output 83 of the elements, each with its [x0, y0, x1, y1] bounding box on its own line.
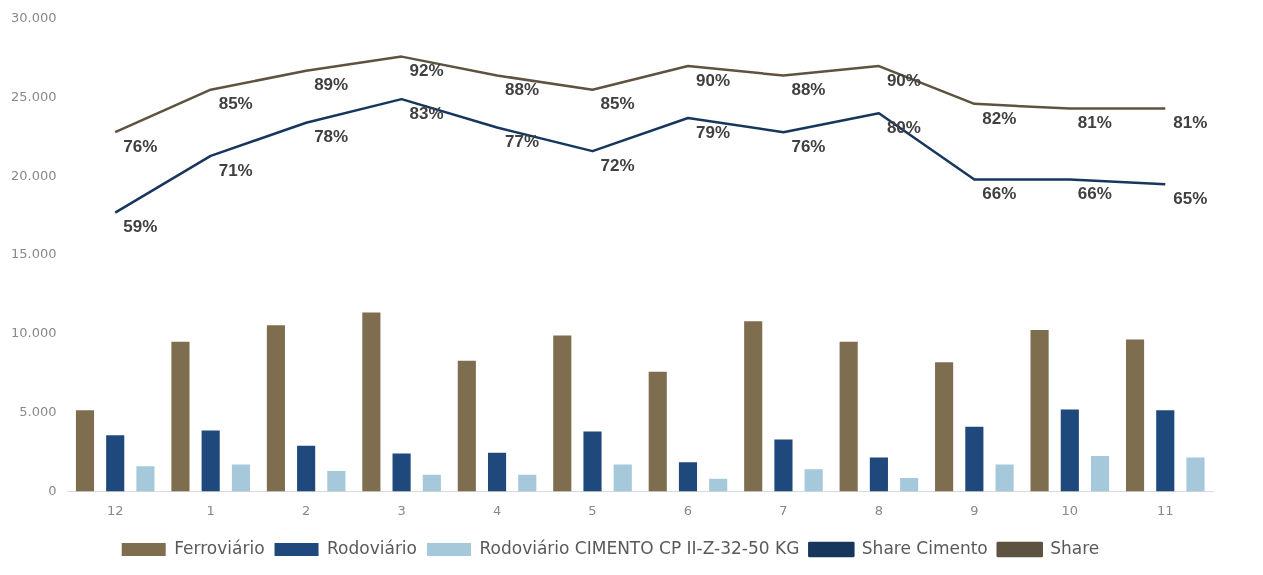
data-label: 77%	[505, 132, 540, 152]
data-label: 82%	[982, 108, 1017, 128]
legend-label: Ferroviário	[174, 537, 265, 558]
bar	[297, 445, 316, 492]
y-tick-label: 15.000	[10, 246, 57, 262]
bar	[327, 470, 346, 492]
bar	[201, 430, 220, 492]
bar	[869, 457, 888, 492]
x-tick-label: 1	[206, 502, 215, 518]
data-label: 59%	[123, 217, 158, 237]
data-label: 79%	[695, 122, 730, 142]
bar	[362, 312, 381, 492]
data-label: 65%	[1173, 188, 1208, 208]
bar	[774, 439, 793, 492]
x-tick-label: 9	[970, 502, 979, 518]
data-label: 81%	[1173, 113, 1208, 133]
data-label: 71%	[218, 160, 253, 180]
data-label: 76%	[791, 136, 826, 156]
bar	[457, 360, 476, 492]
bar	[1060, 409, 1079, 492]
y-tick-label: 10.000	[10, 325, 57, 341]
data-label: 90%	[695, 70, 730, 90]
bar	[392, 453, 411, 492]
data-label: 76%	[123, 136, 158, 156]
bar	[518, 474, 537, 492]
data-label: 85%	[600, 94, 635, 114]
x-tick-label: 7	[779, 502, 788, 518]
bar	[583, 431, 602, 492]
bar	[106, 435, 125, 492]
data-label: 85%	[218, 94, 253, 114]
data-label: 88%	[791, 80, 826, 100]
bar	[804, 469, 823, 492]
data-label: 81%	[1077, 113, 1112, 133]
bar	[1125, 339, 1145, 492]
bar	[231, 464, 250, 492]
y-tick-label: 25.000	[10, 88, 57, 104]
data-label: 83%	[409, 103, 444, 123]
x-tick-label: 3	[397, 502, 406, 518]
x-tick-label: 8	[874, 502, 884, 518]
x-tick-label: 10	[1061, 502, 1079, 518]
data-label: 72%	[600, 155, 635, 175]
legend-label: Share	[1050, 537, 1100, 558]
x-tick-label: 5	[588, 502, 597, 518]
y-tick-label: 30.000	[10, 10, 57, 26]
legend-label: Rodoviário CIMENTO CP II-Z-32-50 KG	[479, 537, 800, 558]
x-tick-label: 2	[302, 502, 311, 518]
bar	[709, 478, 728, 492]
bar	[613, 464, 632, 492]
data-label: 88%	[505, 80, 540, 100]
bar	[487, 452, 507, 492]
bar	[648, 371, 667, 492]
bar	[995, 464, 1014, 492]
bar	[1030, 329, 1049, 492]
data-label: 66%	[982, 184, 1017, 204]
bar	[678, 462, 698, 492]
y-tick-label: 5.000	[19, 404, 57, 420]
bar	[1186, 457, 1205, 492]
bar	[553, 335, 572, 492]
data-label: 66%	[1077, 184, 1112, 204]
legend-label: Rodoviário	[327, 537, 417, 558]
bar	[136, 466, 155, 492]
bar	[965, 426, 984, 492]
bar	[839, 341, 858, 492]
bar	[75, 410, 95, 492]
bar	[1090, 455, 1110, 492]
legend-label: Share Cimento	[861, 537, 988, 558]
x-tick-label: 4	[492, 502, 502, 518]
data-label: 89%	[314, 75, 349, 95]
x-tick-label: 12	[106, 502, 124, 518]
bar	[744, 321, 763, 492]
bar	[900, 478, 919, 492]
x-tick-label: 6	[683, 502, 693, 518]
bar	[935, 362, 954, 492]
x-tick-label: 11	[1157, 502, 1174, 518]
y-tick-label: 20.000	[10, 167, 57, 183]
bar	[266, 325, 285, 492]
bar	[422, 474, 441, 492]
data-label: 90%	[886, 70, 921, 90]
data-label: 92%	[409, 61, 444, 81]
bar	[171, 341, 190, 492]
bar	[1156, 410, 1175, 492]
data-label: 78%	[314, 127, 349, 147]
y-tick-label: 0	[48, 482, 57, 498]
